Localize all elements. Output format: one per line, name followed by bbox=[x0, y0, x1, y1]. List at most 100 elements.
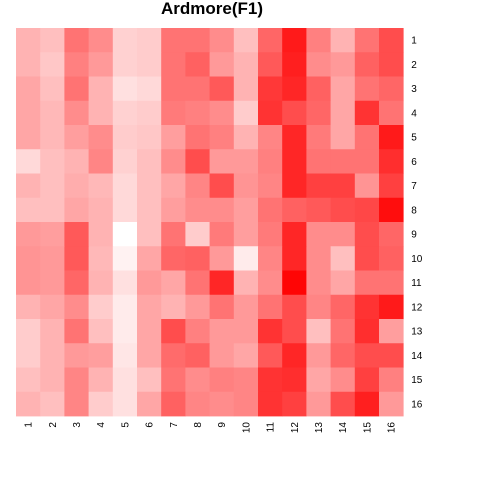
heatmap-cell-r15-c10 bbox=[233, 367, 259, 393]
x-tick-label: 13 bbox=[314, 422, 325, 434]
heatmap-cell-r10-c4 bbox=[88, 246, 114, 271]
heatmap-cell-r7-c13 bbox=[306, 173, 331, 199]
x-tick-label: 14 bbox=[338, 422, 349, 434]
heatmap-cell-r15-c15 bbox=[354, 367, 380, 393]
heatmap-cell-r1-c1 bbox=[16, 28, 41, 53]
x-tick-label: 7 bbox=[169, 422, 180, 428]
heatmap-cell-r10-c7 bbox=[161, 246, 186, 271]
heatmap-cell-r4-c7 bbox=[161, 100, 186, 126]
y-tick-label: 16 bbox=[411, 399, 423, 410]
heatmap-cell-r4-c16 bbox=[379, 100, 404, 126]
heatmap-cell-r3-c8 bbox=[185, 76, 210, 102]
heatmap-cell-r4-c14 bbox=[330, 100, 356, 126]
heatmap-cell-r8-c16 bbox=[379, 197, 404, 223]
heatmap-cell-r9-c13 bbox=[306, 222, 331, 247]
x-tick-label: 5 bbox=[120, 422, 131, 428]
heatmap-cell-r5-c16 bbox=[379, 125, 404, 150]
heatmap-cell-r15-c6 bbox=[137, 367, 162, 393]
heatmap-cell-r11-c11 bbox=[258, 270, 283, 296]
heatmap-cell-r5-c6 bbox=[137, 125, 162, 150]
heatmap-cell-r11-c3 bbox=[64, 270, 89, 296]
heatmap-cell-r12-c1 bbox=[16, 294, 41, 320]
heatmap-cell-r8-c6 bbox=[137, 197, 162, 223]
heatmap-cell-r13-c5 bbox=[112, 319, 138, 344]
heatmap-cell-r15-c5 bbox=[112, 367, 138, 393]
heatmap-cell-r7-c6 bbox=[137, 173, 162, 199]
heatmap-cell-r9-c1 bbox=[16, 222, 41, 247]
heatmap-cell-r12-c15 bbox=[354, 294, 380, 320]
heatmap-cell-r11-c14 bbox=[330, 270, 356, 296]
heatmap-cell-r1-c3 bbox=[64, 28, 89, 53]
heatmap-cell-r6-c2 bbox=[40, 149, 65, 174]
heatmap-cell-r9-c3 bbox=[64, 222, 89, 247]
heatmap-cell-r2-c16 bbox=[379, 52, 404, 77]
heatmap-cell-r4-c15 bbox=[354, 100, 380, 126]
heatmap-cell-r6-c16 bbox=[379, 149, 404, 174]
heatmap-cell-r16-c7 bbox=[161, 391, 186, 417]
heatmap-cell-r8-c12 bbox=[282, 197, 307, 223]
heatmap-cell-r9-c2 bbox=[40, 222, 65, 247]
heatmap-cell-r2-c13 bbox=[306, 52, 331, 77]
heatmap-cell-r6-c3 bbox=[64, 149, 89, 174]
heatmap-cell-r13-c6 bbox=[137, 319, 162, 344]
x-tick-label: 4 bbox=[96, 422, 107, 428]
heatmap-cell-r7-c7 bbox=[161, 173, 186, 199]
heatmap-cell-r16-c11 bbox=[258, 391, 283, 417]
heatmap-cell-r1-c8 bbox=[185, 28, 210, 53]
heatmap-cell-r6-c11 bbox=[258, 149, 283, 174]
heatmap-cell-r16-c10 bbox=[233, 391, 259, 417]
heatmap-cell-r1-c10 bbox=[233, 28, 259, 53]
heatmap-cell-r7-c8 bbox=[185, 173, 210, 199]
heatmap-cell-r16-c14 bbox=[330, 391, 356, 417]
y-tick-label: 3 bbox=[411, 84, 417, 95]
heatmap-cell-r1-c16 bbox=[379, 28, 404, 53]
heatmap-cell-r12-c11 bbox=[258, 294, 283, 320]
heatmap-cell-r3-c6 bbox=[137, 76, 162, 102]
heatmap-cell-r9-c6 bbox=[137, 222, 162, 247]
heatmap-cell-r13-c2 bbox=[40, 319, 65, 344]
heatmap-cell-r16-c4 bbox=[88, 391, 114, 417]
heatmap-cell-r10-c3 bbox=[64, 246, 89, 271]
heatmap-cell-r11-c7 bbox=[161, 270, 186, 296]
heatmap-cell-r8-c4 bbox=[88, 197, 114, 223]
heatmap-cell-r16-c15 bbox=[354, 391, 380, 417]
heatmap-cell-r5-c3 bbox=[64, 125, 89, 150]
heatmap-cell-r5-c10 bbox=[233, 125, 259, 150]
heatmap-cell-r15-c13 bbox=[306, 367, 331, 393]
heatmap-cell-r15-c1 bbox=[16, 367, 41, 393]
heatmap-cell-r2-c3 bbox=[64, 52, 89, 77]
heatmap-cell-r11-c13 bbox=[306, 270, 331, 296]
y-tick-label: 14 bbox=[411, 351, 423, 362]
heatmap-cell-r16-c3 bbox=[64, 391, 89, 417]
heatmap-cell-r10-c11 bbox=[258, 246, 283, 271]
heatmap-cell-r7-c3 bbox=[64, 173, 89, 199]
x-tick-label: 12 bbox=[290, 422, 301, 434]
heatmap-cell-r11-c10 bbox=[233, 270, 259, 296]
heatmap-cell-r14-c3 bbox=[64, 343, 89, 368]
y-tick-label: 15 bbox=[411, 375, 423, 386]
y-tick-label: 9 bbox=[411, 230, 417, 241]
heatmap-cell-r15-c2 bbox=[40, 367, 65, 393]
heatmap-cell-r1-c11 bbox=[258, 28, 283, 53]
heatmap-cell-r4-c6 bbox=[137, 100, 162, 126]
heatmap-cell-r12-c4 bbox=[88, 294, 114, 320]
heatmap-cell-r16-c8 bbox=[185, 391, 210, 417]
heatmap-cell-r11-c6 bbox=[137, 270, 162, 296]
heatmap-cell-r2-c4 bbox=[88, 52, 114, 77]
heatmap-cell-r5-c11 bbox=[258, 125, 283, 150]
heatmap-cell-r5-c12 bbox=[282, 125, 307, 150]
heatmap-cell-r16-c16 bbox=[379, 391, 404, 417]
heatmap-cell-r13-c8 bbox=[185, 319, 210, 344]
heatmap-cell-r12-c9 bbox=[209, 294, 235, 320]
heatmap-cell-r12-c13 bbox=[306, 294, 331, 320]
heatmap-cell-r3-c1 bbox=[16, 76, 41, 102]
heatmap-cell-r6-c7 bbox=[161, 149, 186, 174]
heatmap-cell-r4-c1 bbox=[16, 100, 41, 126]
heatmap-cell-r3-c12 bbox=[282, 76, 307, 102]
heatmap-cell-r15-c16 bbox=[379, 367, 404, 393]
heatmap-cell-r5-c15 bbox=[354, 125, 380, 150]
heatmap-cell-r5-c8 bbox=[185, 125, 210, 150]
heatmap-cell-r2-c10 bbox=[233, 52, 259, 77]
heatmap-cell-r5-c14 bbox=[330, 125, 356, 150]
